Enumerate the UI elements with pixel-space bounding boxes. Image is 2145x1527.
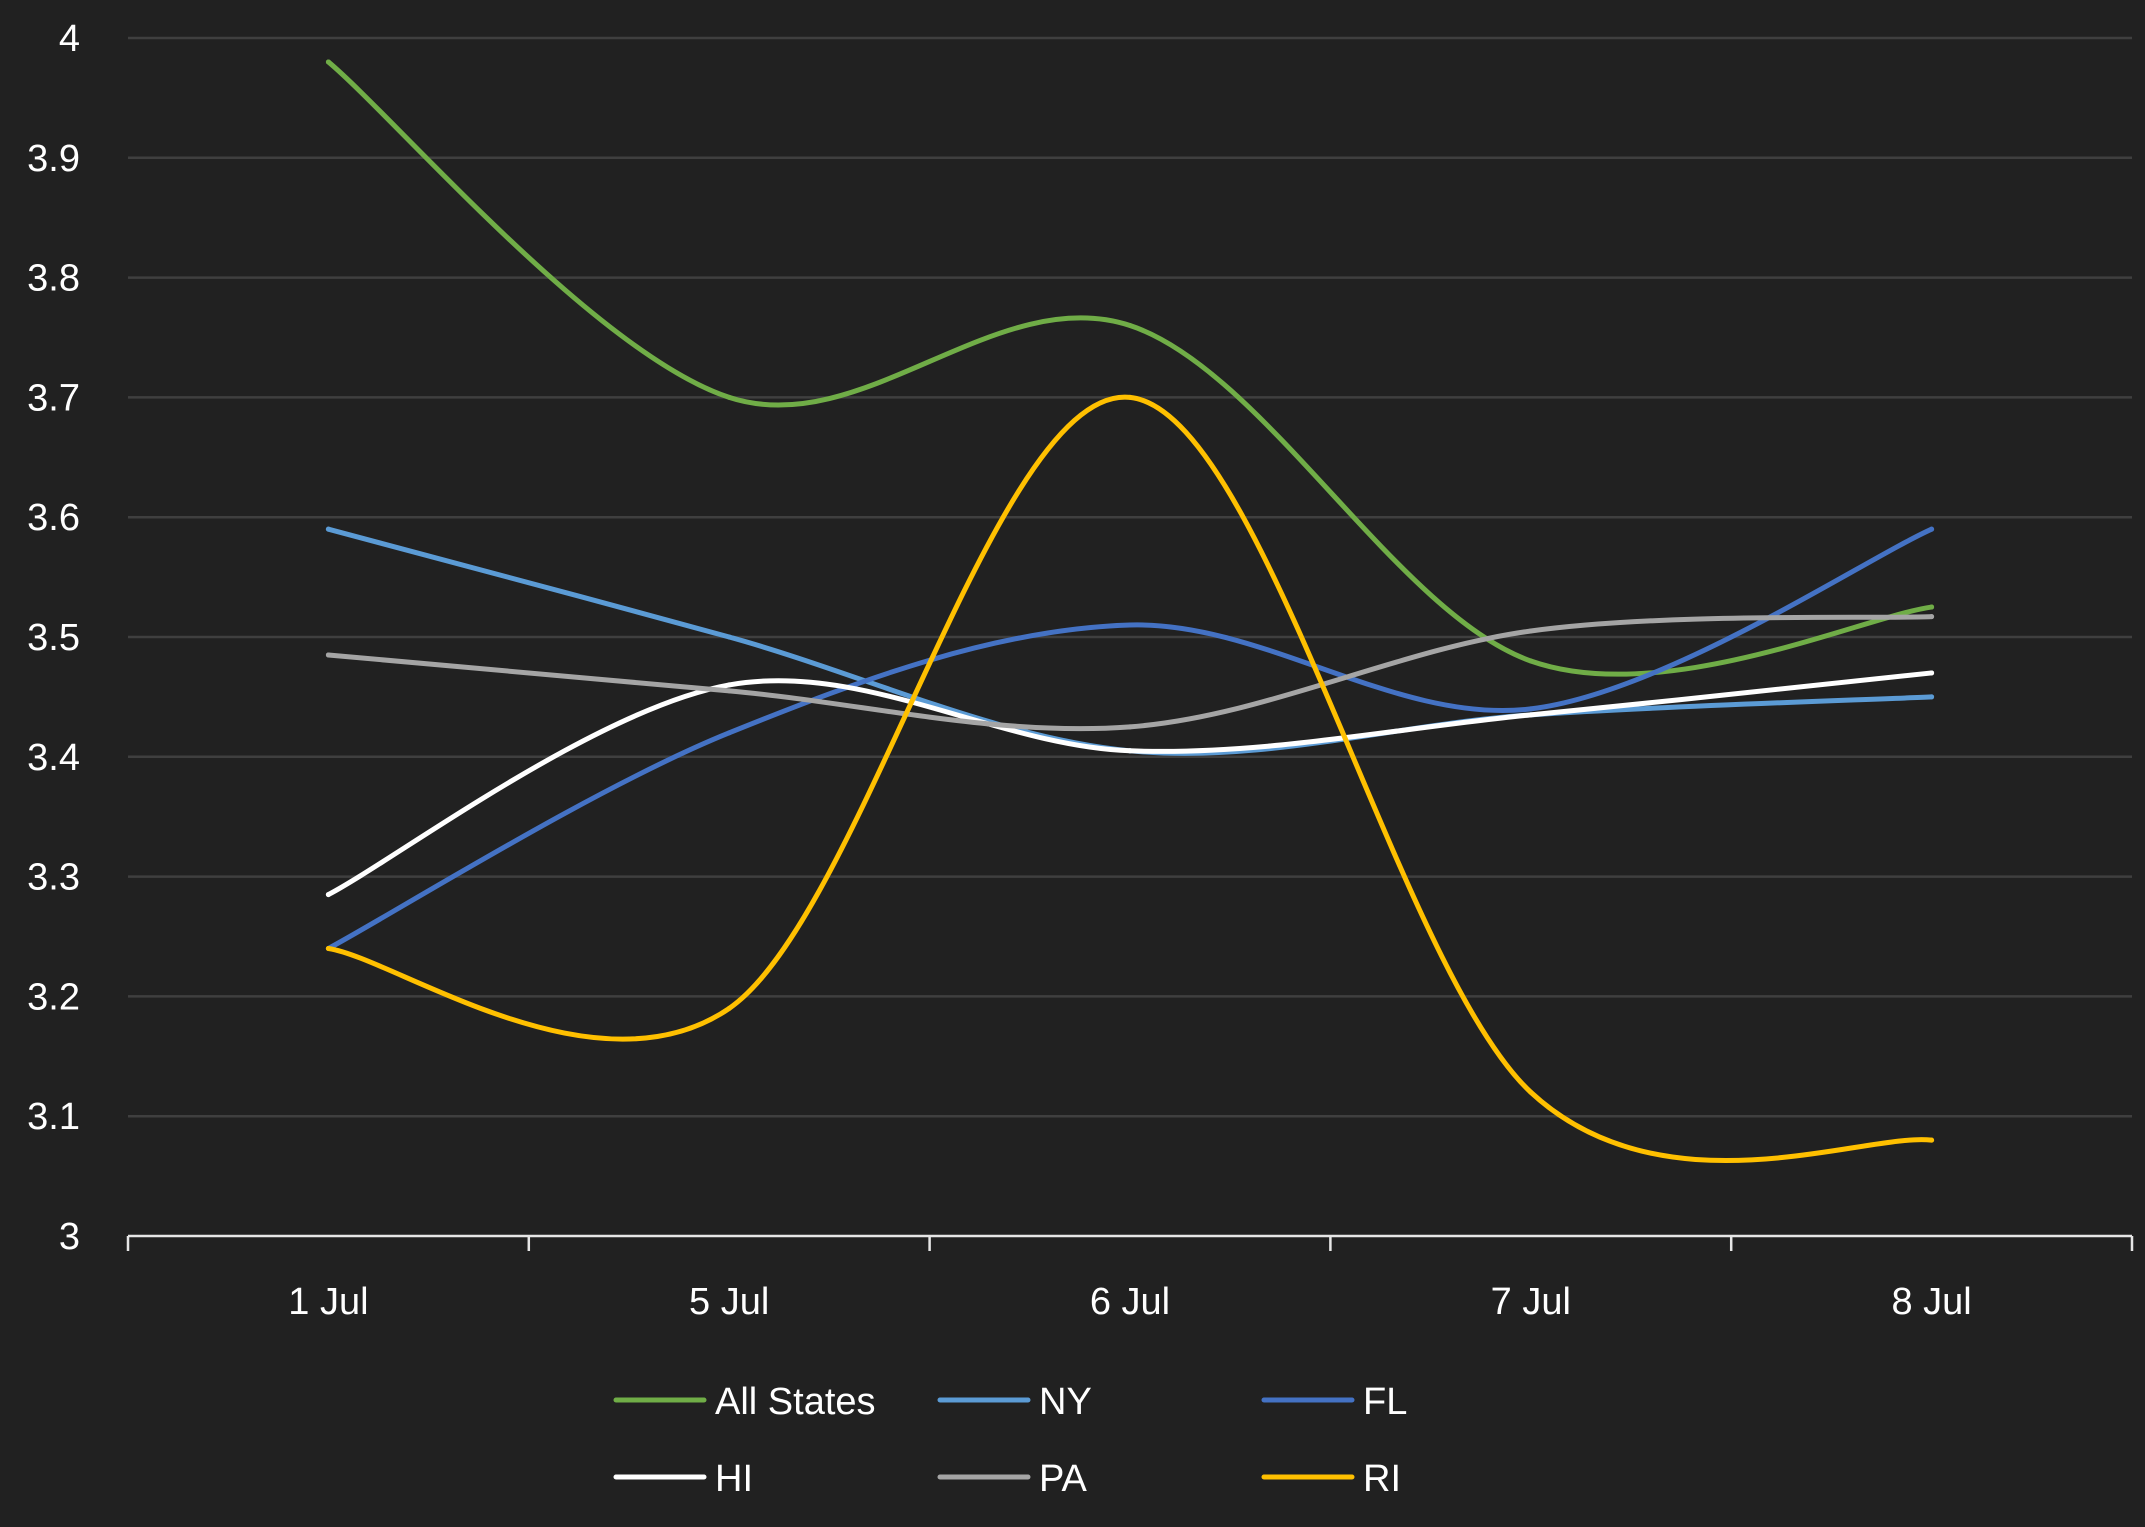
data-point-ny xyxy=(726,634,732,640)
data-point-hi xyxy=(1528,712,1534,718)
y-tick-label: 3.2 xyxy=(27,976,80,1018)
data-point-ny xyxy=(1929,694,1935,700)
data-point-ri xyxy=(1929,1137,1935,1143)
series-line-all-states xyxy=(325,59,1935,677)
y-tick-label: 3.3 xyxy=(27,857,80,899)
x-tick-label: 7 Jul xyxy=(1491,1281,1571,1323)
legend-label: RI xyxy=(1363,1458,1401,1500)
legend-item-fl: FL xyxy=(1261,1381,1407,1423)
data-point-all-states xyxy=(1127,323,1133,329)
legend-item-hi: HI xyxy=(613,1458,753,1500)
data-point-all-states xyxy=(1528,658,1534,664)
legend-item-ri: RI xyxy=(1261,1458,1401,1500)
x-tick-label: 5 Jul xyxy=(689,1281,769,1323)
data-point-pa xyxy=(1127,724,1133,730)
data-point-pa xyxy=(1528,628,1534,634)
legend-label: HI xyxy=(715,1458,753,1500)
legend-item-pa: PA xyxy=(937,1458,1088,1500)
series-line-ny xyxy=(325,526,1935,756)
data-point-hi xyxy=(726,682,732,688)
y-tick-label: 3.1 xyxy=(27,1096,80,1138)
y-axis: 3 3.1 3.2 3.3 3.4 3.5 3.6 3.7 3.8 3.9 4 xyxy=(27,18,80,1258)
y-tick-label: 3.4 xyxy=(27,737,80,779)
legend-label: NY xyxy=(1039,1381,1092,1423)
y-tick-label: 3.7 xyxy=(27,377,80,419)
data-point-ri xyxy=(325,945,331,951)
x-tick-label: 8 Jul xyxy=(1891,1281,1971,1323)
data-point-fl xyxy=(1127,622,1133,628)
series-line-ri xyxy=(325,394,1935,1163)
gridlines xyxy=(128,36,2132,1118)
data-point-fl xyxy=(1528,706,1534,712)
legend-label: FL xyxy=(1363,1381,1407,1423)
x-tick-label: 1 Jul xyxy=(288,1281,368,1323)
data-point-hi xyxy=(1929,670,1935,676)
legend: All States NY FL HI PA RI xyxy=(613,1381,1407,1500)
data-point-all-states xyxy=(1929,604,1935,610)
data-point-ri xyxy=(1528,1089,1534,1095)
data-point-pa xyxy=(325,652,331,658)
series-line-pa xyxy=(325,614,1935,732)
data-point-fl xyxy=(1929,526,1935,532)
legend-item-all-states: All States xyxy=(613,1381,876,1423)
data-point-pa xyxy=(726,688,732,694)
x-axis: 1 Jul 5 Jul 6 Jul 7 Jul 8 Jul xyxy=(126,1234,2134,1323)
x-tick-label: 6 Jul xyxy=(1090,1281,1170,1323)
y-tick-label: 3.9 xyxy=(27,138,80,180)
y-tick-label: 4 xyxy=(59,18,80,60)
y-tick-label: 3 xyxy=(59,1216,80,1258)
data-point-ny xyxy=(325,526,331,532)
legend-label: All States xyxy=(715,1381,876,1423)
data-point-hi xyxy=(1127,748,1133,754)
data-point-all-states xyxy=(726,394,732,400)
legend-label: PA xyxy=(1039,1458,1088,1500)
series-lines xyxy=(325,59,1935,1163)
y-tick-label: 3.5 xyxy=(27,617,80,659)
data-point-fl xyxy=(726,730,732,736)
y-tick-label: 3.8 xyxy=(27,258,80,300)
legend-item-ny: NY xyxy=(937,1381,1092,1423)
data-point-ri xyxy=(1127,394,1133,400)
data-point-ri xyxy=(726,1005,732,1011)
y-tick-label: 3.6 xyxy=(27,497,80,539)
data-point-hi xyxy=(325,892,331,898)
data-point-pa xyxy=(1929,614,1935,620)
data-point-all-states xyxy=(325,59,331,65)
